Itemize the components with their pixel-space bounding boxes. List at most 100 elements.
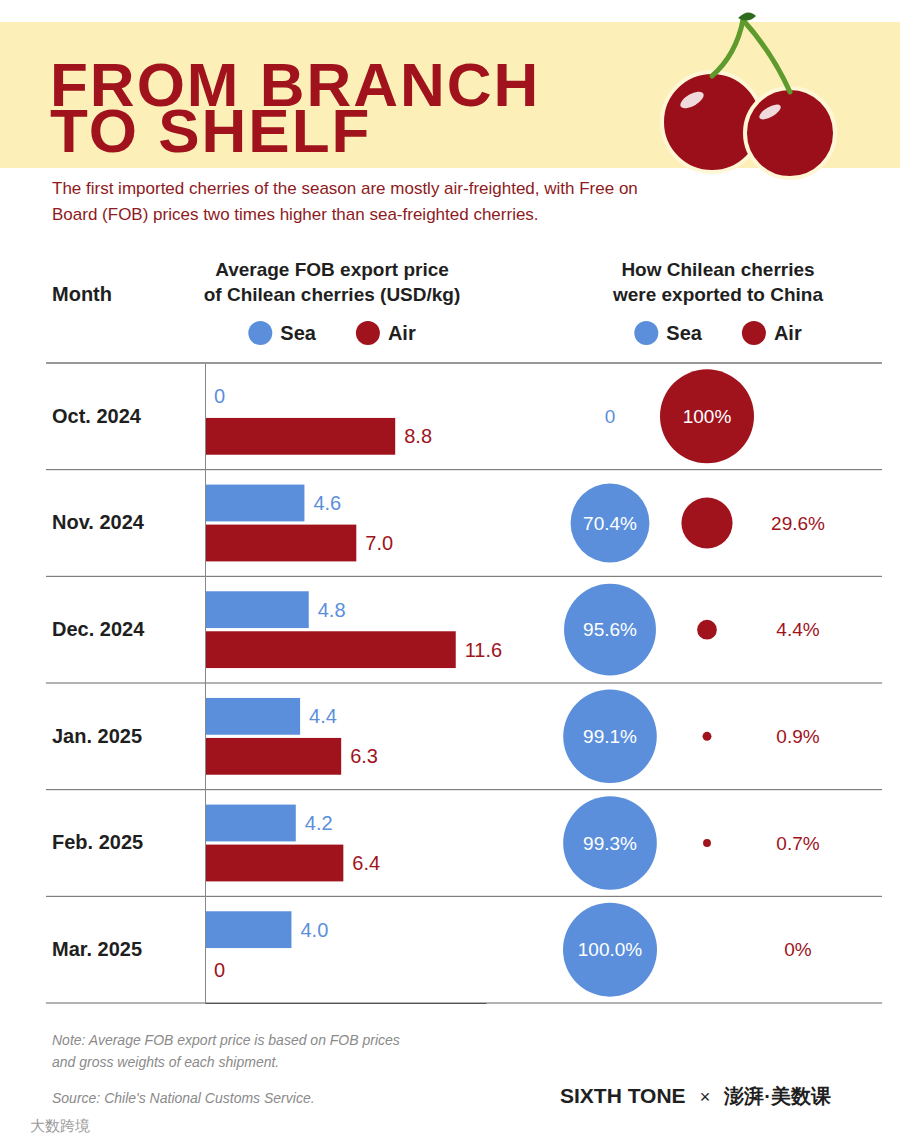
legend-item: Sea bbox=[634, 321, 702, 345]
data-label: 0 bbox=[605, 406, 616, 427]
data-labels: 04.64.84.44.24.08.87.011.66.36.40 bbox=[214, 385, 502, 980]
tick: Feb. 2025 bbox=[52, 831, 143, 853]
cherry-highlight bbox=[678, 88, 707, 111]
tick: Dec. 2024 bbox=[52, 618, 145, 640]
row-separators bbox=[46, 363, 882, 1003]
share-bubble bbox=[697, 620, 717, 640]
tick-label: Dec. 2024 bbox=[52, 618, 145, 640]
legend-swatch bbox=[248, 321, 272, 345]
tick: Nov. 2024 bbox=[52, 511, 145, 533]
column-title: Month bbox=[52, 283, 112, 305]
bar bbox=[205, 591, 309, 628]
title-line: TO SHELF bbox=[50, 96, 371, 165]
share-bubble bbox=[660, 369, 754, 463]
subtitle: The first imported cherries of the seaso… bbox=[52, 179, 638, 224]
data-label: 99.1% bbox=[583, 726, 637, 747]
column-title: Average FOB export price of Chilean cherr… bbox=[204, 259, 461, 305]
watermark: 大数跨境 bbox=[30, 1117, 90, 1134]
bar bbox=[205, 525, 356, 562]
share-bubble bbox=[563, 796, 657, 890]
row-separator bbox=[46, 896, 882, 897]
share-bubble bbox=[703, 839, 711, 847]
tick: Oct. 2024 bbox=[52, 405, 142, 427]
data-label: 70.4% bbox=[583, 513, 637, 534]
brand: SIXTH TONE bbox=[560, 1084, 686, 1107]
data-label: 4.0 bbox=[300, 919, 328, 941]
bar bbox=[205, 911, 291, 948]
share-bubble bbox=[571, 484, 650, 563]
bar bbox=[205, 418, 395, 455]
legend-item: Sea bbox=[248, 321, 316, 345]
legend-label: Air bbox=[774, 322, 802, 344]
bars bbox=[205, 418, 456, 948]
share-bubble bbox=[563, 903, 657, 997]
data-label: 4.4 bbox=[309, 705, 337, 727]
bar bbox=[205, 698, 300, 735]
legend-swatch bbox=[356, 321, 380, 345]
row-separator bbox=[46, 789, 882, 790]
data-label: 100% bbox=[683, 406, 732, 427]
data-label: 0 bbox=[214, 385, 225, 407]
column-title-line: Average FOB export price bbox=[215, 259, 449, 280]
tick-label: Mar. 2025 bbox=[52, 938, 142, 960]
share-bubble bbox=[681, 497, 732, 548]
note-line: Note: Average FOB export price is based … bbox=[52, 1032, 400, 1048]
bar bbox=[205, 631, 456, 668]
legend-label: Sea bbox=[666, 322, 702, 344]
data-label: 0.7% bbox=[776, 833, 819, 854]
y-axis: Oct. 2024 Nov. 2024 Dec. 2024 Jan. 2025 Feb.… bbox=[52, 364, 206, 1004]
column-title-line: were exported to China bbox=[612, 284, 824, 305]
legend-swatch bbox=[634, 321, 658, 345]
data-label: 4.2 bbox=[305, 812, 333, 834]
note: Note: Average FOB export price is based … bbox=[52, 1032, 400, 1070]
tick: Jan. 2025 bbox=[52, 725, 142, 747]
row-separator bbox=[46, 363, 882, 364]
legend-item: Air bbox=[742, 321, 802, 345]
tick-label: Nov. 2024 bbox=[52, 511, 145, 533]
x-axis-line bbox=[206, 1003, 487, 1004]
row-separator bbox=[46, 469, 882, 470]
data-label: 4.4% bbox=[776, 619, 819, 640]
cherry-stem bbox=[712, 20, 743, 76]
data-label: 0% bbox=[784, 939, 812, 960]
brand: × bbox=[700, 1087, 711, 1107]
column-title-line: of Chilean cherries (USD/kg) bbox=[204, 284, 461, 305]
data-label: 99.3% bbox=[583, 833, 637, 854]
column-title-line: How Chilean cherries bbox=[621, 259, 814, 280]
row-separator bbox=[46, 1003, 882, 1004]
legend-swatch bbox=[742, 321, 766, 345]
legend-item: Air bbox=[356, 321, 416, 345]
data-label: 4.6 bbox=[313, 492, 341, 514]
data-label: 95.6% bbox=[583, 619, 637, 640]
title: FROM BRANCHTO SHELF bbox=[50, 50, 540, 165]
y-axis-line bbox=[205, 364, 206, 1004]
data-label: 100.0% bbox=[578, 939, 643, 960]
brand: 澎湃·美数课 bbox=[723, 1085, 831, 1107]
cherry-illustration bbox=[662, 12, 835, 178]
row-separator bbox=[46, 683, 882, 684]
note-line: and gross weights of each shipment. bbox=[52, 1054, 279, 1070]
bar bbox=[205, 738, 341, 775]
data-label: 8.8 bbox=[404, 425, 432, 447]
tick-label: Jan. 2025 bbox=[52, 725, 142, 747]
data-label: 29.6% bbox=[771, 513, 825, 534]
legend-label: Air bbox=[388, 322, 416, 344]
subtitle-line: Board (FOB) prices two times higher than… bbox=[52, 205, 539, 224]
tick-label: Feb. 2025 bbox=[52, 831, 143, 853]
legend: Sea Air bbox=[634, 321, 802, 345]
row-separator bbox=[46, 576, 882, 577]
legend: Sea Air bbox=[248, 321, 416, 345]
source: Source: Chile's National Customs Service… bbox=[52, 1090, 315, 1106]
data-label: 0 bbox=[214, 959, 225, 981]
data-label: 0.9% bbox=[776, 726, 819, 747]
cherry-highlight bbox=[757, 102, 783, 123]
subtitle-line: The first imported cherries of the seaso… bbox=[52, 179, 638, 198]
bar bbox=[205, 805, 296, 842]
cherry bbox=[745, 88, 835, 178]
share-bubble bbox=[703, 732, 712, 741]
tick-label: Oct. 2024 bbox=[52, 405, 142, 427]
data-label: 4.8 bbox=[318, 599, 346, 621]
data-labels: 0 70.4% 95.6% 99.1% 99.3% 100.0% 100% 29.6% 4.4%… bbox=[578, 406, 825, 960]
x-axis bbox=[206, 1003, 487, 1004]
data-label: 11.6 bbox=[465, 639, 502, 661]
